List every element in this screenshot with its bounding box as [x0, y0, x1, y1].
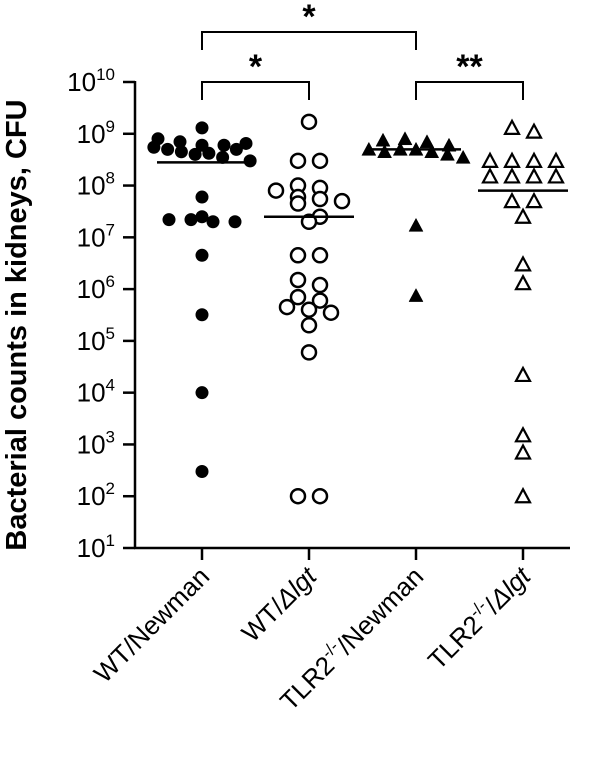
data-point: [503, 167, 521, 184]
data-point: [481, 151, 499, 168]
data-point: [195, 308, 209, 322]
data-point: [525, 122, 543, 139]
data-point: [377, 144, 392, 158]
data-point: [184, 213, 198, 227]
data-point: [424, 144, 440, 158]
data-point: [547, 151, 565, 168]
y-tick-label: 107: [77, 220, 115, 252]
y-tick-label: 101: [77, 531, 115, 563]
x-tick-label: WT/Newman: [88, 561, 215, 688]
data-point: [311, 292, 329, 309]
data-point: [195, 386, 209, 400]
data-point: [202, 146, 216, 160]
significance-label: *: [302, 0, 316, 36]
data-point: [289, 271, 307, 289]
data-point: [419, 134, 435, 149]
y-axis-label: Bacterial counts in kidneys, CFU: [1, 99, 33, 550]
significance-bracket: [201, 81, 310, 100]
data-point: [289, 152, 307, 170]
data-point: [547, 167, 565, 184]
data-point: [525, 191, 543, 209]
data-point: [503, 191, 521, 209]
x-tick-labels: WT/Newman WT/ΔlgtTLR2-/-/NewmanTLR2-/-/Δl…: [88, 558, 538, 716]
data-point: [514, 207, 532, 224]
data-point: [300, 213, 318, 230]
data-point: [173, 135, 187, 149]
data-points: [147, 113, 565, 505]
data-point: [195, 465, 209, 479]
data-point: [289, 195, 307, 212]
data-point: [455, 149, 471, 164]
y-tick-label: 1010: [67, 65, 115, 97]
median-lines: [157, 148, 568, 218]
data-point: [514, 426, 532, 443]
data-point: [375, 132, 391, 147]
x-axis: [134, 546, 570, 560]
data-point: [397, 131, 413, 146]
data-point: [514, 255, 532, 272]
data-point: [300, 301, 318, 318]
data-point: [503, 118, 521, 135]
data-point: [195, 190, 209, 204]
y-tick-label: 105: [77, 324, 115, 356]
y-tick-label: 102: [77, 479, 115, 511]
y-axis: [123, 80, 137, 550]
data-point: [216, 150, 230, 164]
data-point: [408, 217, 424, 232]
x-tick-label: TLR2-/-/Δlgt: [420, 558, 537, 675]
data-point: [243, 154, 257, 168]
data-point: [289, 247, 307, 264]
data-point: [289, 487, 307, 505]
data-point: [311, 487, 329, 505]
significance-label: **: [456, 48, 483, 86]
significance-label: *: [249, 48, 263, 86]
data-point: [174, 145, 188, 159]
y-tick-labels: 101 102 103 104 105 106 107 108 109 1010: [67, 65, 115, 563]
significance-bracket: [415, 81, 524, 100]
data-point: [267, 182, 285, 199]
data-point: [525, 151, 543, 168]
data-point: [162, 213, 176, 227]
y-tick-label: 104: [77, 376, 115, 408]
data-point: [188, 147, 202, 161]
data-point: [514, 486, 532, 504]
data-point: [514, 443, 532, 460]
data-point: [300, 113, 318, 131]
data-point: [514, 273, 532, 291]
data-point: [481, 167, 499, 184]
data-point: [300, 317, 318, 334]
data-point: [195, 210, 209, 224]
data-point: [206, 215, 220, 229]
data-point: [514, 365, 532, 383]
data-point: [311, 190, 329, 208]
y-tick-label: 109: [77, 117, 115, 149]
data-point: [311, 276, 329, 294]
data-point: [322, 304, 340, 321]
data-point: [440, 146, 455, 161]
data-point: [228, 215, 242, 229]
data-point: [333, 192, 351, 210]
data-point: [311, 152, 329, 170]
data-point: [147, 140, 161, 154]
significance-brackets: ****: [201, 0, 524, 100]
data-point: [195, 121, 209, 135]
data-point: [503, 151, 521, 168]
data-point: [525, 167, 543, 184]
data-point: [289, 288, 307, 306]
x-tick-label: WT/Δlgt: [236, 560, 324, 648]
data-point: [311, 247, 329, 264]
data-point: [195, 248, 209, 262]
data-point: [229, 142, 243, 156]
data-point: [408, 288, 424, 302]
data-point: [161, 142, 175, 156]
data-point: [239, 136, 253, 150]
data-point: [278, 298, 296, 316]
data-point: [217, 138, 231, 152]
significance-bracket: [201, 31, 417, 50]
data-point: [300, 344, 318, 361]
y-tick-label: 106: [77, 272, 115, 304]
y-tick-label: 108: [77, 169, 115, 201]
y-tick-label: 103: [77, 427, 115, 459]
